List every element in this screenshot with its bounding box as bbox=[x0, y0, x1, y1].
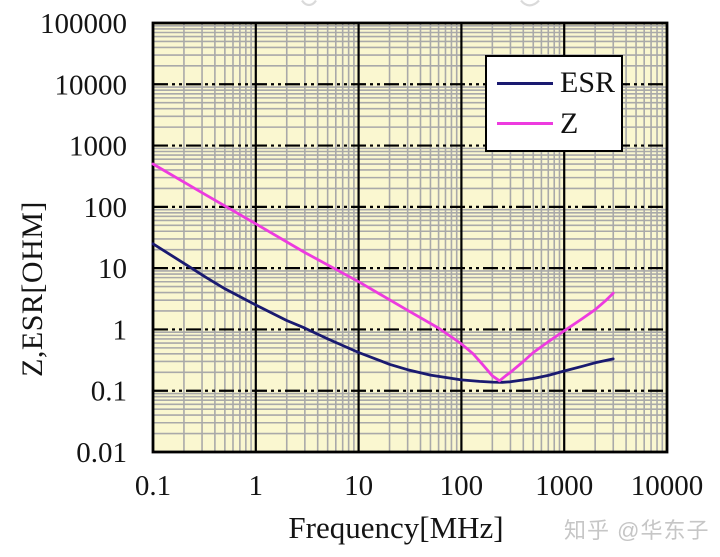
series-layer bbox=[151, 162, 615, 384]
series-line-esr bbox=[151, 242, 615, 384]
y-tick-label-100: 100 bbox=[84, 192, 128, 224]
x-axis-title: Frequency[MHz] bbox=[288, 510, 504, 545]
legend-item-z: Z bbox=[497, 107, 617, 141]
x-tick-label-10000: 10000 bbox=[631, 470, 704, 502]
legend-label-esr: ESR bbox=[560, 66, 616, 100]
x-tick-label-1000: 1000 bbox=[535, 470, 593, 502]
x-tick-label-0.1: 0.1 bbox=[135, 470, 171, 502]
y-tick-label-1: 1 bbox=[113, 314, 128, 346]
z-line-swatch bbox=[497, 122, 553, 126]
y-axis-title: Z,ESR[OHM] bbox=[16, 201, 49, 377]
cropped-title-remnant bbox=[520, 0, 540, 7]
y-tick-label-0.01: 0.01 bbox=[76, 437, 127, 469]
x-tick-label-100: 100 bbox=[440, 470, 484, 502]
legend-label-z: Z bbox=[560, 106, 579, 140]
y-tick-label-0.1: 0.1 bbox=[91, 376, 127, 408]
y-tick-label-1000: 1000 bbox=[69, 131, 127, 163]
y-tick-label-10: 10 bbox=[98, 253, 127, 285]
watermark: 知乎 @华东子 bbox=[564, 518, 710, 543]
y-tick-label-10000: 10000 bbox=[55, 69, 128, 101]
esr-line-swatch bbox=[497, 81, 553, 85]
x-tick-label-10: 10 bbox=[344, 470, 373, 502]
legend: ESR Z bbox=[485, 55, 623, 152]
y-tick-label-100000: 100000 bbox=[40, 8, 127, 40]
legend-item-esr: ESR bbox=[497, 66, 617, 100]
plot-border bbox=[151, 21, 669, 454]
x-tick-label-1: 1 bbox=[249, 470, 264, 502]
cropped-title-remnant bbox=[301, 0, 317, 7]
series-line-z bbox=[151, 162, 615, 383]
